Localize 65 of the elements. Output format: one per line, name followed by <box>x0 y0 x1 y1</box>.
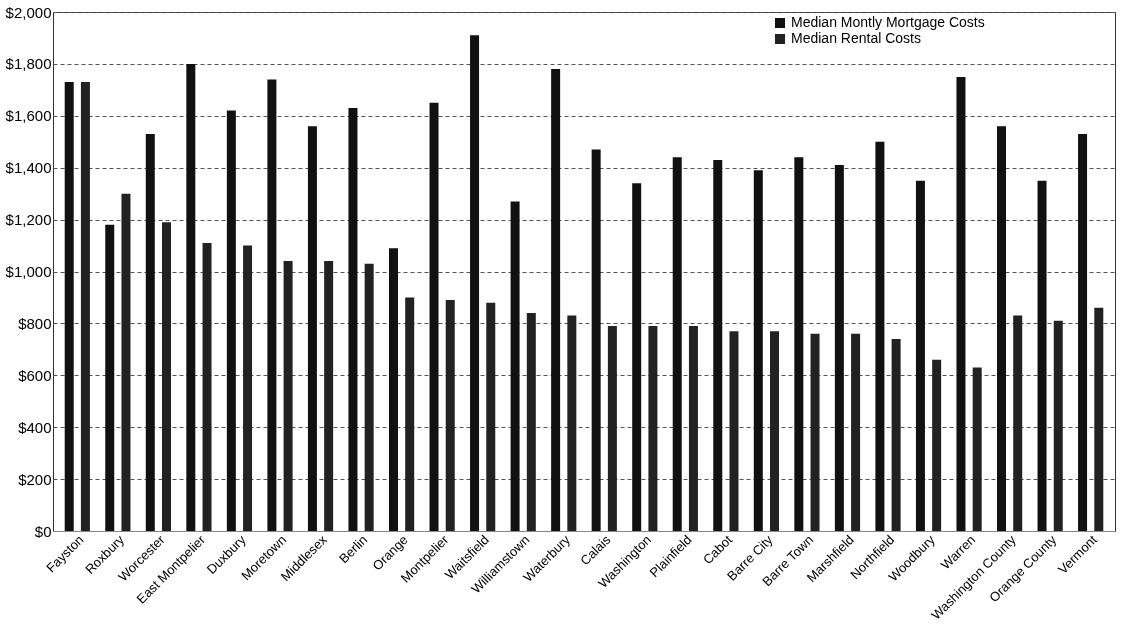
bar <box>875 141 885 531</box>
legend-label: Median Rental Costs <box>791 30 921 46</box>
bar <box>956 76 966 531</box>
bar <box>324 261 334 531</box>
bar <box>445 300 455 531</box>
bar <box>186 63 196 531</box>
bar <box>1094 307 1104 531</box>
bar <box>648 326 658 531</box>
bar <box>834 165 844 531</box>
y-tick-label: $1,200 <box>5 211 52 229</box>
bar <box>283 261 293 531</box>
bar <box>226 110 236 531</box>
bar <box>405 297 415 531</box>
bar <box>121 193 131 531</box>
bar <box>1013 315 1023 531</box>
bar <box>972 367 982 531</box>
bar <box>145 133 155 531</box>
bar <box>162 222 171 531</box>
bar <box>997 126 1006 531</box>
bar <box>64 82 74 531</box>
bar <box>429 102 439 531</box>
bar <box>753 170 763 531</box>
bar <box>794 157 804 531</box>
y-tick-label: $0 <box>34 522 52 540</box>
bar <box>364 263 374 531</box>
y-tick-label: $2,000 <box>5 3 52 21</box>
y-tick-label: $400 <box>18 418 52 436</box>
y-tick-label: $1,600 <box>5 107 52 125</box>
bar <box>80 82 90 531</box>
bar <box>486 302 496 531</box>
y-tick-label: $800 <box>18 314 52 332</box>
bar <box>1078 133 1088 531</box>
bar <box>307 126 317 531</box>
bar <box>470 35 480 531</box>
bar <box>851 333 861 531</box>
bar <box>729 331 739 531</box>
bar <box>713 159 723 531</box>
bar <box>688 326 698 531</box>
y-tick-label: $600 <box>18 366 52 384</box>
bar <box>551 69 561 531</box>
bar <box>388 248 398 531</box>
bar <box>632 183 642 531</box>
y-tick-label: $1,000 <box>5 263 52 280</box>
y-tick-label: $200 <box>18 470 52 488</box>
bar <box>891 338 901 531</box>
bar <box>1037 180 1047 531</box>
bar <box>915 180 925 531</box>
bar <box>591 149 601 531</box>
bar <box>1053 320 1063 531</box>
y-tick-label: $1,400 <box>5 159 52 177</box>
bar <box>526 313 536 531</box>
bar <box>105 224 115 531</box>
bar <box>202 242 212 531</box>
bar <box>672 157 682 531</box>
y-tick-label: $1,800 <box>5 55 52 73</box>
bar <box>267 79 277 531</box>
legend-label: Median Montly Mortgage Costs <box>791 14 985 30</box>
bar <box>607 326 617 531</box>
bar <box>810 333 820 531</box>
bar <box>510 201 520 531</box>
bar <box>932 359 942 531</box>
bar <box>567 315 577 531</box>
bar <box>770 331 780 531</box>
bar <box>348 108 358 531</box>
bar <box>243 245 253 531</box>
